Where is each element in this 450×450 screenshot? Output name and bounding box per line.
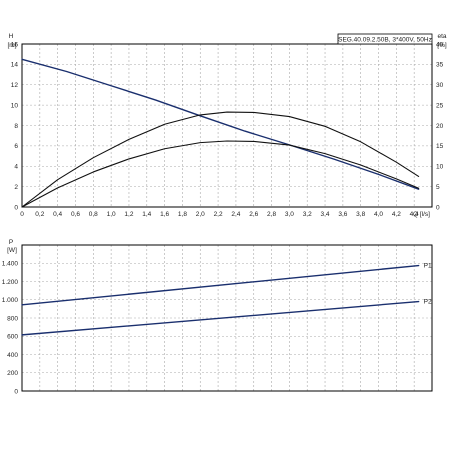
- flow-x-tick-label: 1,6: [160, 211, 169, 218]
- flow-x-tick-label: 1,2: [124, 211, 133, 218]
- flow-x-tick-label: 0,4: [53, 211, 62, 218]
- flow-x-tick-label: 0: [20, 211, 24, 218]
- chart-title: SEG.40.09.2.50B, 3*400V, 50Hz: [338, 37, 432, 44]
- flow-x-tick-label: 1,4: [142, 211, 151, 218]
- power-y-tick-label: 800: [7, 315, 18, 322]
- head-y-tick-label: 4: [14, 164, 18, 171]
- eta-y-tick-label: 5: [436, 184, 440, 191]
- head-y-tick-label: 12: [11, 82, 19, 89]
- head-y-tick-label: 6: [14, 143, 18, 150]
- flow-x-tick-label: 3,4: [321, 211, 330, 218]
- flow-x-tick-label: 2,6: [249, 211, 258, 218]
- power-series-label-p2: P2: [424, 299, 432, 306]
- flow-x-tick-label: 0,6: [71, 211, 80, 218]
- head-y-tick-label: 16: [11, 41, 19, 48]
- flow-x-tick-label: 3,0: [285, 211, 294, 218]
- flow-x-axis-label: Q [l/s]: [413, 211, 430, 218]
- power-chart-series-line-1: [21, 300, 420, 336]
- head-y-tick-label: 2: [14, 184, 18, 191]
- eta-y-tick-label: 20: [436, 123, 444, 130]
- power-y-tick-label: 400: [7, 352, 18, 359]
- head-y-tick-label: 14: [11, 62, 19, 69]
- flow-x-tick-label: 1,0: [107, 211, 116, 218]
- head-axis-unit: [m]: [7, 42, 16, 49]
- flow-x-tick-label: 2,0: [196, 211, 205, 218]
- power-chart-plot-frame: [21, 244, 433, 392]
- head-chart-series-line-1: [21, 111, 420, 208]
- eta-y-tick-label: 40: [436, 41, 444, 48]
- flow-x-tick-label: 1,8: [178, 211, 187, 218]
- power-axis-unit: [W]: [7, 247, 17, 254]
- eta-y-tick-label: 30: [436, 82, 444, 89]
- flow-x-tick-label: 3,2: [303, 211, 312, 218]
- head-y-tick-label: 10: [11, 102, 19, 109]
- head-y-tick-label: 0: [14, 204, 18, 211]
- power-y-tick-label: 0: [14, 388, 18, 395]
- eta-axis-unit: [%]: [437, 42, 447, 49]
- flow-x-tick-label: 2,8: [267, 211, 276, 218]
- flow-x-tick-label: 2,4: [231, 211, 240, 218]
- chart-title-box: [337, 33, 433, 45]
- flow-x-tick-label: 0,2: [35, 211, 44, 218]
- flow-x-tick-label: 2,2: [214, 211, 223, 218]
- head-chart-series-line-2: [21, 140, 420, 208]
- power-y-tick-label: 1.000: [2, 297, 19, 304]
- head-y-tick-label: 8: [14, 123, 18, 130]
- flow-x-tick-label: 0,8: [89, 211, 98, 218]
- head-axis-symbol: H: [9, 33, 14, 40]
- power-y-tick-label: 1.200: [2, 279, 19, 286]
- flow-x-tick-label: 4,4: [410, 211, 419, 218]
- flow-x-tick-label: 4,2: [392, 211, 401, 218]
- eta-y-tick-label: 35: [436, 62, 444, 69]
- power-chart-series-line-0: [21, 264, 420, 306]
- head-chart-series-line-0: [21, 58, 420, 190]
- flow-x-tick-label: 3,6: [338, 211, 347, 218]
- eta-y-tick-label: 0: [436, 204, 440, 211]
- eta-axis-symbol: eta: [437, 33, 446, 40]
- eta-y-tick-label: 15: [436, 143, 444, 150]
- flow-x-tick-label: 4,0: [374, 211, 383, 218]
- power-axis-symbol: P: [9, 239, 13, 246]
- head-chart-plot-frame: [21, 43, 433, 208]
- power-y-tick-label: 200: [7, 370, 18, 377]
- eta-y-tick-label: 10: [436, 164, 444, 171]
- eta-y-tick-label: 25: [436, 102, 444, 109]
- flow-x-tick-label: 3,8: [356, 211, 365, 218]
- power-series-label-p1: P1: [424, 263, 432, 270]
- power-y-tick-label: 1.400: [2, 261, 19, 268]
- power-y-tick-label: 600: [7, 334, 18, 341]
